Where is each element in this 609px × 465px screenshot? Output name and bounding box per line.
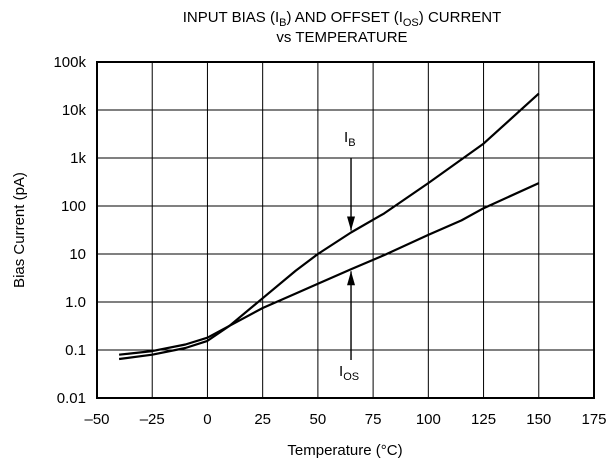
chart-title-line1: INPUT BIAS (IB) AND OFFSET (IOS) CURRENT [183,9,502,29]
x-tick-label: –50 [84,411,109,428]
y-tick-label: 1.0 [65,294,86,311]
y-tick-label: 100 [61,198,86,215]
x-tick-label: 100 [416,411,441,428]
y-tick-label: 1k [70,150,86,167]
x-tick-label: 0 [203,411,211,428]
y-tick-label: 0.1 [65,342,86,359]
x-tick-label: 50 [310,411,327,428]
y-tick-label: 0.01 [57,390,86,407]
y-axis-label: Bias Current (pA) [11,172,28,288]
y-tick-labels: 0.01 0.1 1.0 10 100 1k 10k 100k [53,54,86,407]
annotation-arrowhead [347,216,356,231]
annotation-ios: IOS [339,271,359,383]
x-axis-label: Temperature (°C) [287,442,402,459]
series-group [118,92,540,361]
annotation-label: IOS [339,363,359,383]
grid [97,62,594,398]
plot-frame [96,61,595,399]
series-line-ib [118,92,540,361]
x-tick-label: –25 [140,411,165,428]
annotation-arrowhead [347,271,356,286]
annotation-label: IB [344,129,356,149]
x-tick-label: 25 [254,411,271,428]
annotation-ib: IB [344,129,356,231]
y-tick-label: 10 [69,246,86,263]
chart-title-line2: vs TEMPERATURE [276,29,407,46]
x-tick-label: 75 [365,411,382,428]
x-tick-label: 150 [526,411,551,428]
y-tick-label: 10k [62,102,87,119]
annotations: IB IOS [339,129,359,383]
x-tick-label: 175 [581,411,606,428]
x-tick-labels: –50 –25 0 25 50 75 100 125 150 175 [84,411,606,428]
x-tick-label: 125 [471,411,496,428]
series-line-ios [118,182,540,356]
y-tick-label: 100k [53,54,86,71]
